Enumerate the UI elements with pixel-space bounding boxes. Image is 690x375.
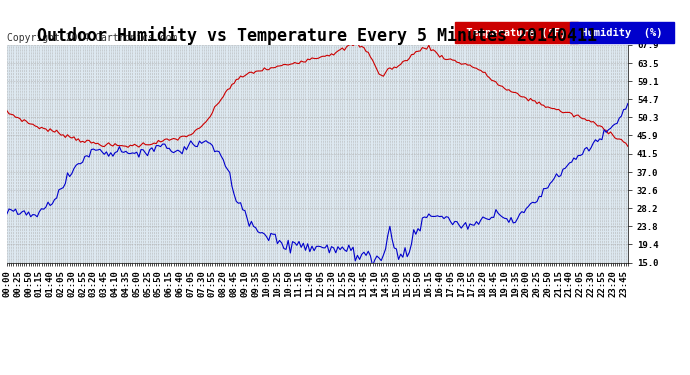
Text: Temperature (°F): Temperature (°F): [460, 28, 573, 38]
Text: Humidity  (%): Humidity (%): [575, 28, 669, 38]
Text: Copyright 2014 Cartronics.com: Copyright 2014 Cartronics.com: [7, 33, 177, 43]
Title: Outdoor Humidity vs Temperature Every 5 Minutes 20140411: Outdoor Humidity vs Temperature Every 5 …: [37, 26, 598, 45]
